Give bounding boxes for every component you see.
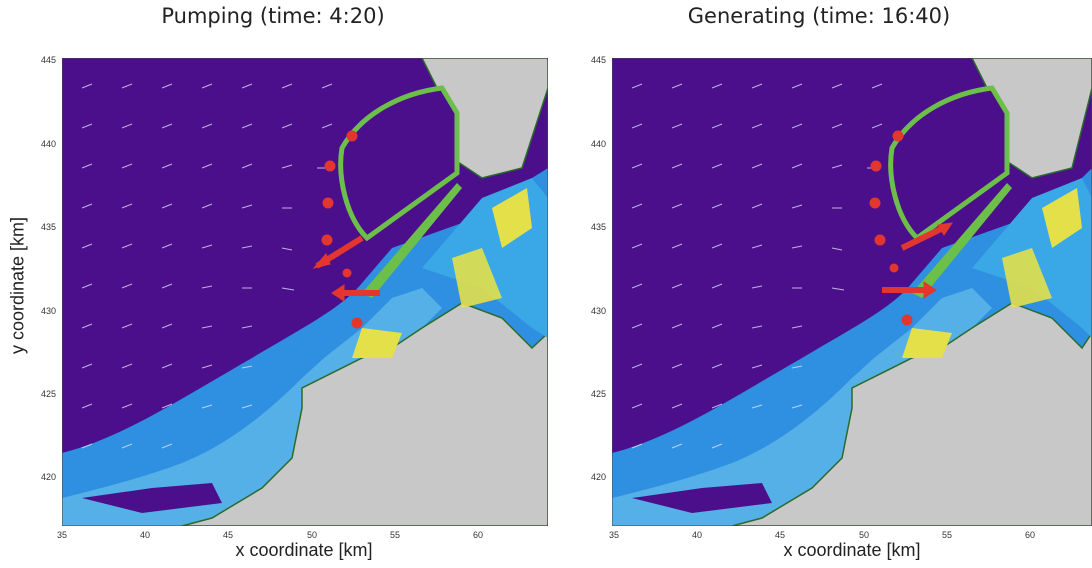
x-tick-label: 35 <box>56 530 67 540</box>
velocity-vectors <box>81 83 333 449</box>
y-tick-label: 445 <box>40 55 56 65</box>
x-tick-label: 60 <box>472 530 483 540</box>
velocity-field-map <box>612 58 1092 526</box>
velocity-vectors <box>631 83 883 449</box>
x-axis-label: x coordinate [km] <box>235 540 373 560</box>
y-tick-label: 430 <box>590 306 606 316</box>
y-tick-label: 425 <box>40 389 56 399</box>
x-tick-label: 40 <box>139 530 150 540</box>
x-tick-label: 60 <box>1024 530 1035 540</box>
y-tick-label: 430 <box>40 306 56 316</box>
y-tick-label: 435 <box>590 222 606 232</box>
y-tick-label: 440 <box>40 139 56 149</box>
x-tick-label: 35 <box>608 530 619 540</box>
x-axis-label: x coordinate [km] <box>783 540 921 560</box>
chart-title: Generating (time: 16:40) <box>687 4 951 28</box>
dam-wall <box>912 183 1012 298</box>
shallow-water-area <box>612 288 992 526</box>
shallow-flat <box>1002 248 1052 308</box>
x-tick-label: 40 <box>691 530 702 540</box>
flow-arrows <box>869 130 954 326</box>
x-tick-label: 45 <box>774 530 785 540</box>
x-tick-label: 45 <box>222 530 233 540</box>
channel <box>632 483 772 513</box>
y-tick-label: 445 <box>590 55 606 65</box>
panel-pumping: Pumping (time: 4:20) y coordinate [km] x… <box>8 4 548 560</box>
y-tick-label: 420 <box>40 472 56 482</box>
velocity-field-map <box>62 58 548 526</box>
y-tick-label: 440 <box>590 139 606 149</box>
flow-arrows <box>312 130 380 329</box>
channel <box>82 483 222 513</box>
dam-wall <box>362 183 462 298</box>
reservoir <box>888 85 1010 242</box>
y-tick-label: 425 <box>590 389 606 399</box>
shallow-flat <box>492 188 532 248</box>
y-tick-label: 420 <box>590 472 606 482</box>
y-tick-label: 435 <box>40 222 56 232</box>
shallow-flat <box>1042 188 1082 248</box>
shallow-water-area <box>62 288 442 526</box>
shallow-flat <box>352 328 402 358</box>
reservoir <box>338 85 460 242</box>
x-tick-label: 55 <box>941 530 952 540</box>
x-tick-label: 50 <box>858 530 869 540</box>
panel-generating: Generating (time: 16:40) x coordinate [k… <box>546 0 1092 568</box>
shallow-flat <box>902 328 952 358</box>
x-tick-label: 50 <box>306 530 317 540</box>
x-tick-label: 55 <box>389 530 400 540</box>
shallow-flat <box>452 248 502 308</box>
chart-title: Pumping (time: 4:20) <box>161 4 385 28</box>
